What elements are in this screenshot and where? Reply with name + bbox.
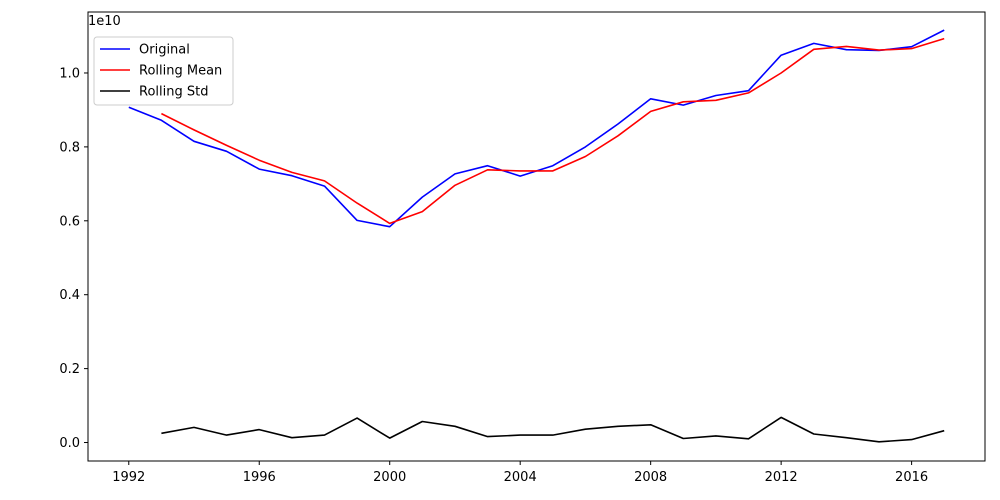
legend-label-original: Original [139,43,190,58]
x-tick-label: 2012 [765,470,798,485]
x-tick-label: 1992 [112,470,145,485]
y-axis: 0.0 0.2 0.4 0.6 0.8 1.0 [59,66,88,451]
series-line-rolling-std [161,416,945,443]
x-tick-label: 1996 [243,470,276,485]
y-tick-label: 0.6 [59,214,80,229]
legend-label-rolling-std: Rolling Std [139,85,208,100]
series-line-rolling-mean [161,37,945,225]
x-tick-label: 2004 [504,470,537,485]
y-scale-label: 1e10 [88,14,121,29]
axes-frame [87,11,986,462]
x-tick-label: 2000 [373,470,406,485]
y-tick-label: 0.0 [59,436,80,451]
y-tick-label: 1.0 [59,66,80,81]
x-tick-label: 2008 [634,470,667,485]
legend-label-rolling-mean: Rolling Mean [139,64,222,79]
x-axis: 1992 1996 2000 2004 2008 2012 2016 [112,461,928,485]
y-tick-label: 0.2 [59,362,80,377]
x-tick-label: 2016 [895,470,928,485]
y-tick-label: 0.4 [59,288,80,303]
legend: Original Rolling Mean Rolling Std [93,36,234,106]
y-tick-label: 0.8 [59,140,80,155]
plot-lines [128,29,945,443]
legend-box [93,36,234,106]
